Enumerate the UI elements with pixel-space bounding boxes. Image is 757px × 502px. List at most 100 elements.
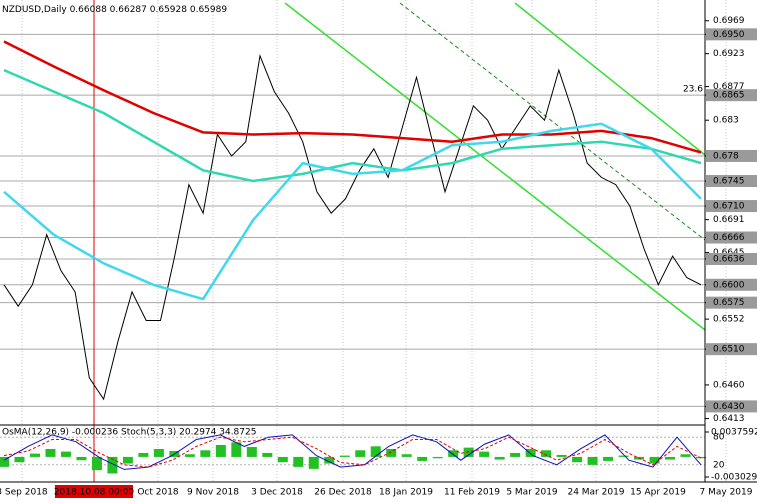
osma-bar <box>293 456 304 467</box>
osma-tick-label: -0.003029 <box>711 473 757 483</box>
price-line <box>3 53 702 401</box>
moving-average <box>3 40 702 154</box>
y-tick-label: 0.683 <box>713 116 739 126</box>
osma-bar <box>231 442 242 457</box>
osma-bar <box>246 446 257 457</box>
osma-bar <box>122 456 133 464</box>
osma-bar <box>45 448 56 457</box>
osma-bar <box>386 448 397 457</box>
level-label-box <box>706 343 757 356</box>
grid: 23.6 <box>0 0 727 482</box>
osma-bar <box>556 454 567 457</box>
osma-bar <box>184 454 195 457</box>
osma-bar <box>339 455 350 457</box>
x-tick-label: 24 Mar 2019 <box>567 488 624 498</box>
osma-bar <box>572 456 583 463</box>
osma-bar <box>277 456 288 463</box>
osma-bar <box>14 456 25 463</box>
level-label-box <box>706 400 757 413</box>
y-tick-label: 0.6923 <box>713 49 745 59</box>
y-tick-label: 0.6636 <box>713 255 745 265</box>
y-tick-label: 0.6575 <box>713 298 745 308</box>
osma-tick-label: 0.0037592 <box>711 428 757 438</box>
channel-line <box>514 2 706 156</box>
stoch-tick-label: 20 <box>713 460 725 470</box>
osma-bar <box>60 451 71 457</box>
osma-bar <box>587 456 598 465</box>
y-tick-label: 0.6969 <box>713 16 745 26</box>
y-tick-label: 0.6600 <box>713 280 745 290</box>
x-tick-label: 5 Mar 2019 <box>506 488 558 498</box>
level-label-box <box>706 231 757 244</box>
osma-bar <box>603 456 614 461</box>
osma-bar <box>215 444 226 457</box>
osma-bar <box>494 456 505 460</box>
osma-bar <box>479 451 490 457</box>
stoch-tick-label: 80 <box>713 433 725 443</box>
osma-bar <box>153 448 164 457</box>
osma-bar <box>525 448 536 457</box>
level-label-box <box>706 200 757 213</box>
osma-bar <box>91 456 102 471</box>
close: 0.65989 <box>190 5 227 15</box>
stoch-line <box>3 434 702 470</box>
cursor-date-box <box>55 485 133 498</box>
osma-bar <box>618 455 629 457</box>
y-tick-label: 0.6510 <box>713 345 745 355</box>
x-tick-label: 2018.10.08 00:00 <box>54 488 135 498</box>
indicator-label: OsMA(12,26,9) -0.000236 Stoch(5,3,3) 20.… <box>2 428 256 438</box>
y-tick-label: 0.6430 <box>713 402 745 412</box>
y-tick-label: 0.678 <box>713 151 739 161</box>
high: 0.66287 <box>110 5 147 15</box>
osma-bar <box>0 456 9 467</box>
y-tick-label: 0.6666 <box>713 233 745 243</box>
osma-bar <box>649 456 660 464</box>
x-tick-label: Oct 2018 <box>137 488 179 498</box>
level-label-box <box>706 89 757 102</box>
y-tick-label: 0.6710 <box>713 202 745 212</box>
open: 0.66088 <box>70 5 107 15</box>
osma-bar <box>432 456 443 459</box>
y-tick-label: 0.6691 <box>713 215 745 225</box>
level-label-box <box>706 28 757 41</box>
osma-bar <box>541 450 552 457</box>
osma-bar <box>355 450 366 457</box>
level-label-box <box>706 149 757 162</box>
y-tick-label: 0.6950 <box>713 30 745 40</box>
osma-bar <box>308 456 319 469</box>
osma-bar <box>200 450 211 457</box>
x-tick-label: 3 Sep 2018 <box>0 488 48 498</box>
osma-bar <box>417 456 428 461</box>
osma-bar <box>138 452 149 457</box>
stoch-line <box>3 436 702 468</box>
level-label-box <box>706 175 757 188</box>
level-label-box <box>706 278 757 291</box>
level-label-box <box>706 253 757 266</box>
x-tick-label: 18 Jan 2019 <box>379 488 433 498</box>
moving-average <box>3 122 702 301</box>
y-tick-label: 0.6552 <box>713 315 745 325</box>
x-tick-label: 15 Apr 2019 <box>630 488 686 498</box>
low: 0.65928 <box>150 5 187 15</box>
x-tick-label: 3 Dec 2018 <box>251 488 303 498</box>
plot <box>0 40 706 474</box>
osma-bar <box>29 453 40 457</box>
y-tick-label: 0.6865 <box>713 91 745 101</box>
header: NZDUSD,Daily 0.66088 0.66287 0.65928 0.6… <box>2 5 227 15</box>
osma-bar <box>370 446 381 457</box>
osma-bar <box>107 456 118 474</box>
osma-bar <box>680 454 691 457</box>
osma-bar <box>510 452 521 457</box>
osma-bar <box>76 456 87 461</box>
moving-average <box>3 68 702 183</box>
osma-bar <box>665 456 676 460</box>
y-tick-label: 0.6460 <box>713 380 745 390</box>
osma-bar <box>401 454 412 457</box>
osma-bar <box>448 450 459 457</box>
trend-line <box>399 2 706 241</box>
x-tick-label: 9 Nov 2018 <box>187 488 239 498</box>
channel-line <box>284 2 706 331</box>
level-label-box <box>706 296 757 309</box>
